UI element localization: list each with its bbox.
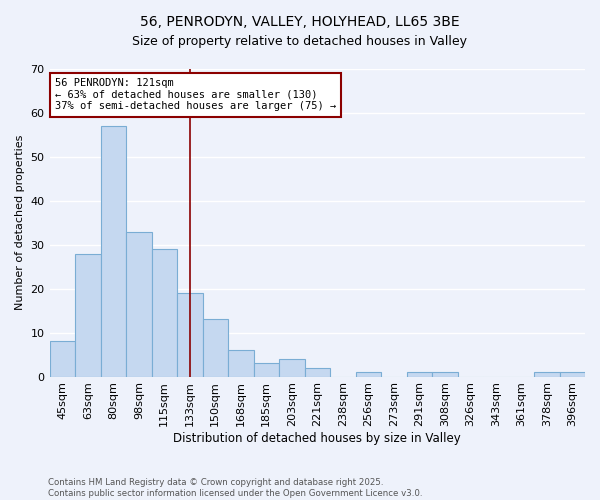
Bar [407, 372, 432, 376]
Bar [432, 372, 458, 376]
Text: 56, PENRODYN, VALLEY, HOLYHEAD, LL65 3BE: 56, PENRODYN, VALLEY, HOLYHEAD, LL65 3BE [140, 15, 460, 29]
Text: 56 PENRODYN: 121sqm
← 63% of detached houses are smaller (130)
37% of semi-detac: 56 PENRODYN: 121sqm ← 63% of detached ho… [55, 78, 336, 112]
Bar [228, 350, 254, 376]
Bar [126, 232, 152, 376]
Text: Contains HM Land Registry data © Crown copyright and database right 2025.
Contai: Contains HM Land Registry data © Crown c… [48, 478, 422, 498]
Bar [50, 342, 75, 376]
Y-axis label: Number of detached properties: Number of detached properties [15, 135, 25, 310]
Bar [356, 372, 381, 376]
X-axis label: Distribution of detached houses by size in Valley: Distribution of detached houses by size … [173, 432, 461, 445]
Text: Size of property relative to detached houses in Valley: Size of property relative to detached ho… [133, 35, 467, 48]
Bar [75, 254, 101, 376]
Bar [101, 126, 126, 376]
Bar [152, 249, 177, 376]
Bar [203, 320, 228, 376]
Bar [534, 372, 560, 376]
Bar [279, 359, 305, 376]
Bar [305, 368, 330, 376]
Bar [177, 293, 203, 376]
Bar [254, 364, 279, 376]
Bar [560, 372, 585, 376]
